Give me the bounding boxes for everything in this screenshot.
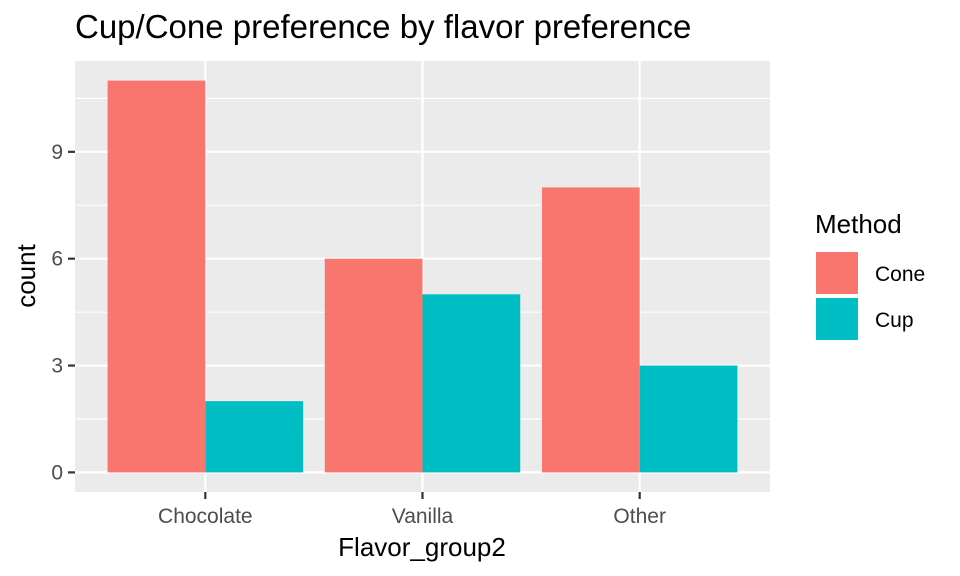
bar-cone-other	[541, 187, 640, 473]
bar-cone-chocolate	[107, 80, 206, 473]
legend-title: Method	[815, 209, 902, 239]
x-tick-label: Other	[613, 505, 666, 528]
x-tick-label: Vanilla	[392, 505, 454, 528]
legend: Method Cone Cup	[815, 209, 925, 340]
bar-cup-vanilla	[422, 294, 521, 473]
bars	[107, 80, 738, 473]
legend-label-cup: Cup	[875, 309, 914, 332]
y-tick-label: 0	[51, 461, 63, 484]
bar-cup-other	[639, 365, 738, 473]
chart-title: Cup/Cone preference by flavor preference	[75, 8, 691, 45]
x-axis-title: Flavor_group2	[338, 532, 506, 562]
y-tick-label: 9	[51, 141, 63, 164]
bar-cone-vanilla	[324, 258, 423, 473]
bar-cup-chocolate	[205, 401, 304, 473]
y-tick-label: 3	[51, 355, 63, 378]
legend-key-cup	[816, 298, 858, 340]
legend-key-cone	[816, 252, 858, 294]
axes: 0 3 6 9 Chocolate Vanilla Other	[51, 141, 666, 528]
x-tick-label: Chocolate	[158, 505, 253, 528]
legend-label-cone: Cone	[875, 263, 925, 286]
y-tick-label: 6	[51, 248, 63, 271]
y-axis-title: count	[11, 243, 41, 307]
